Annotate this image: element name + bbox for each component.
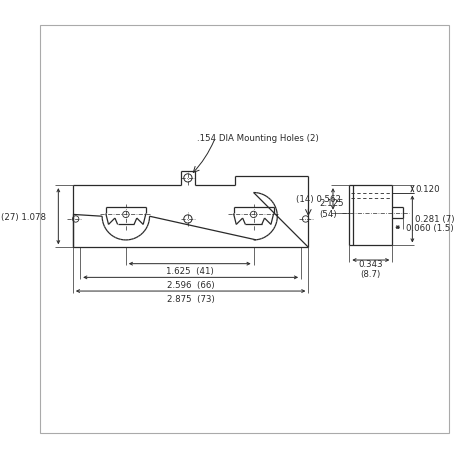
Text: 0.281 (7): 0.281 (7) (414, 215, 453, 224)
Text: (27) 1.078: (27) 1.078 (0, 212, 45, 221)
Text: 2.596  (66): 2.596 (66) (167, 280, 214, 290)
Text: 2.875  (73): 2.875 (73) (167, 294, 214, 303)
Text: 0.060 (1.5): 0.060 (1.5) (405, 223, 453, 232)
Text: 1.625  (41): 1.625 (41) (166, 267, 213, 276)
Text: (14) 0.562: (14) 0.562 (295, 195, 340, 204)
Text: .154 DIA Mounting Holes (2): .154 DIA Mounting Holes (2) (197, 134, 319, 143)
Text: 2.125
(54): 2.125 (54) (319, 199, 343, 218)
Text: 0.343
(8.7): 0.343 (8.7) (358, 259, 382, 278)
Text: 0.120: 0.120 (414, 185, 439, 194)
